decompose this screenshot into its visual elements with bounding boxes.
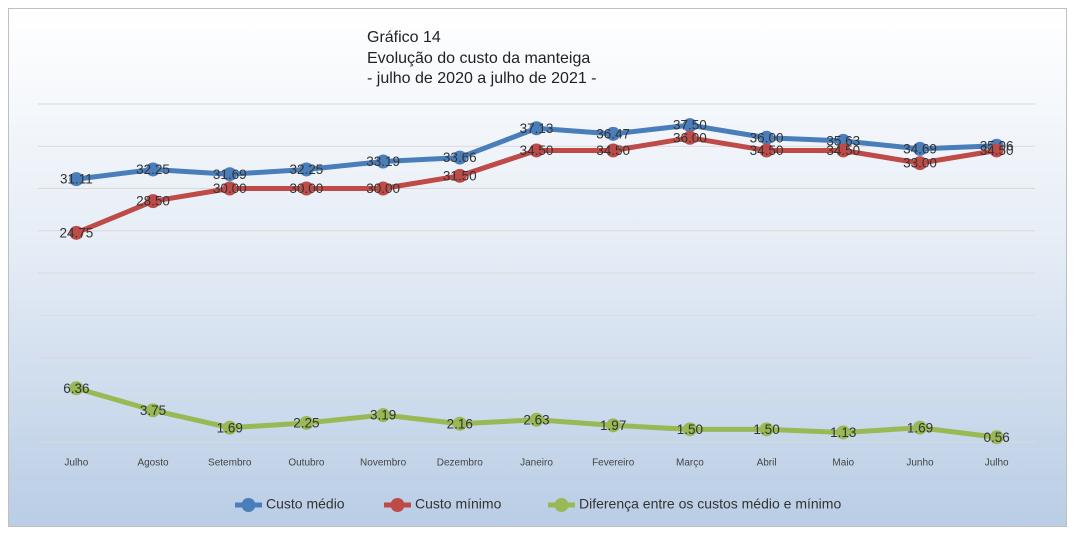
- point: [912, 141, 927, 156]
- point: [836, 143, 851, 158]
- data-label: 1.69: [907, 420, 933, 435]
- point: [759, 143, 774, 158]
- point: [836, 425, 851, 440]
- x-tick-label: Fevereiro: [592, 458, 635, 469]
- x-tick-label: Março: [676, 458, 704, 469]
- point: [452, 150, 467, 165]
- point: [759, 422, 774, 437]
- point: [452, 168, 467, 183]
- point: [299, 181, 314, 196]
- x-tick-label: Julho: [985, 458, 1009, 469]
- x-tick-label: Agosto: [137, 458, 169, 469]
- x-tick-label: Outubro: [288, 458, 325, 469]
- legend-label: Custo mínimo: [415, 496, 502, 512]
- point: [529, 121, 544, 136]
- point: [989, 430, 1004, 445]
- chart-title: - julho de 2020 a julho de 2021 -: [367, 70, 597, 87]
- data-label: 31.69: [213, 167, 247, 182]
- data-label: 34.50: [520, 143, 554, 158]
- chart-frame: [8, 8, 1067, 527]
- data-label: 0.56: [984, 430, 1010, 445]
- data-label: 36.00: [750, 130, 784, 145]
- point: [606, 143, 621, 158]
- data-label: 33.19: [366, 154, 400, 169]
- point: [759, 130, 774, 145]
- point: [69, 172, 84, 187]
- data-label: 37.13: [520, 121, 554, 136]
- x-tick-label: Setembro: [208, 458, 252, 469]
- legend-marker: [554, 498, 569, 512]
- data-label: 2.16: [447, 416, 473, 431]
- data-label: 32.25: [290, 162, 324, 177]
- legend-label: Diferença entre os custos médio e mínimo: [579, 496, 841, 512]
- data-label: 30.00: [213, 181, 247, 196]
- point: [912, 156, 927, 171]
- point: [146, 162, 161, 177]
- point: [682, 118, 697, 133]
- data-label: 1.97: [600, 418, 626, 433]
- data-label: 30.00: [290, 181, 324, 196]
- legend-marker: [241, 498, 256, 512]
- point: [299, 162, 314, 177]
- data-label: 36.47: [596, 126, 630, 141]
- point: [222, 420, 237, 435]
- x-tick-label: Janeiro: [520, 458, 553, 469]
- point: [606, 418, 621, 433]
- data-label: 1.13: [830, 425, 856, 440]
- point: [146, 403, 161, 418]
- point: [299, 415, 314, 430]
- data-label: 36.00: [673, 130, 707, 145]
- point: [146, 194, 161, 209]
- data-label: 31.11: [60, 172, 93, 187]
- data-label: 2.63: [523, 412, 549, 427]
- data-label: 33.66: [443, 150, 477, 165]
- data-label: 28.50: [136, 194, 170, 209]
- point: [452, 416, 467, 431]
- point: [376, 181, 391, 196]
- data-label: 31.50: [443, 168, 477, 183]
- data-label: 1.69: [217, 420, 243, 435]
- data-label: 1.50: [753, 422, 779, 437]
- x-tick-label: Abril: [757, 458, 777, 469]
- point: [222, 167, 237, 182]
- x-tick-label: Junho: [906, 458, 934, 469]
- point: [529, 143, 544, 158]
- point: [376, 408, 391, 423]
- data-label: 35.63: [826, 133, 860, 148]
- data-label: 1.50: [677, 422, 703, 437]
- data-label: 32.25: [136, 162, 170, 177]
- data-label: 24.75: [59, 225, 93, 240]
- chart-title: Evolução do custo da manteiga: [367, 50, 590, 67]
- point: [682, 422, 697, 437]
- point: [606, 126, 621, 141]
- data-label: 34.50: [596, 143, 630, 158]
- point: [529, 412, 544, 427]
- legend-label: Custo médio: [266, 496, 345, 512]
- data-label: 30.00: [366, 181, 400, 196]
- point: [69, 225, 84, 240]
- data-label: 34.50: [980, 143, 1014, 158]
- data-label: 34.50: [750, 143, 784, 158]
- legend-marker: [390, 498, 405, 512]
- x-tick-label: Dezembro: [437, 458, 484, 469]
- data-label: 3.75: [140, 403, 166, 418]
- x-tick-label: Julho: [64, 458, 88, 469]
- point: [222, 181, 237, 196]
- data-label: 33.00: [903, 156, 937, 171]
- point: [912, 420, 927, 435]
- data-label: 34.50: [826, 143, 860, 158]
- data-label: 34.69: [903, 141, 937, 156]
- data-label: 37.50: [673, 118, 707, 133]
- point: [989, 143, 1004, 158]
- x-tick-label: Novembro: [360, 458, 407, 469]
- point: [69, 381, 84, 396]
- point: [682, 130, 697, 145]
- point: [376, 154, 391, 169]
- data-label: 3.19: [370, 408, 396, 423]
- chart-title: Gráfico 14: [367, 29, 441, 46]
- data-label: 6.36: [63, 381, 89, 396]
- data-label: 2.25: [293, 416, 319, 431]
- x-tick-label: Maio: [832, 458, 854, 469]
